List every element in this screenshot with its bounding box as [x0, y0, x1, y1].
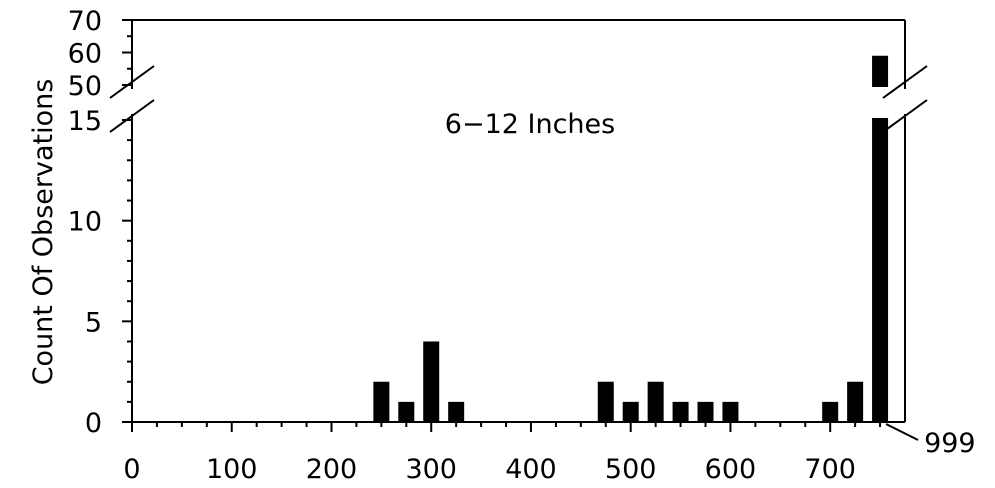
y-tick-label: 10: [68, 207, 102, 238]
break-slash-left-upper: [109, 65, 155, 99]
x-tick-label: 600: [705, 454, 757, 485]
y-tick-label-upper: 50: [68, 71, 102, 102]
y-tick-label: 5: [85, 307, 102, 338]
bar: [647, 381, 664, 422]
chart-annotation: 6−12 Inches: [445, 109, 615, 140]
x-tick-label: 0: [123, 454, 140, 485]
bar: [423, 341, 440, 422]
break-slash-right-upper: [882, 65, 928, 99]
bar-999-lower: [872, 118, 889, 422]
break-slash-right-lower: [882, 99, 928, 133]
y-tick-label: 15: [68, 106, 102, 137]
bar-999-leader: [885, 423, 919, 441]
bar: [398, 401, 415, 422]
bar: [622, 401, 639, 422]
bar: [672, 401, 689, 422]
bars: 999: [373, 55, 976, 459]
bar: [822, 401, 839, 422]
x-tick-label: 300: [405, 454, 457, 485]
bar: [697, 401, 714, 422]
y-axis-title: Count Of Observations: [28, 79, 59, 386]
y-tick-label-upper: 60: [68, 39, 102, 70]
x-tick-label: 400: [505, 454, 557, 485]
axis-break-marks: [109, 65, 928, 133]
x-tick-label: 100: [206, 454, 258, 485]
bar: [597, 381, 614, 422]
bar: [373, 381, 390, 422]
break-slash-left-lower: [109, 99, 155, 133]
bar: [448, 401, 465, 422]
x-tick-label: 700: [804, 454, 856, 485]
plot-frame: [131, 19, 906, 423]
x-tick-label: 500: [605, 454, 657, 485]
bar-999-upper: [872, 55, 889, 87]
bar: [847, 381, 864, 422]
y-tick-label-upper: 70: [68, 6, 102, 37]
bar: [722, 401, 739, 422]
x-tick-label: 200: [306, 454, 358, 485]
bar-999-label: 999: [924, 428, 976, 459]
y-tick-label: 0: [85, 408, 102, 439]
